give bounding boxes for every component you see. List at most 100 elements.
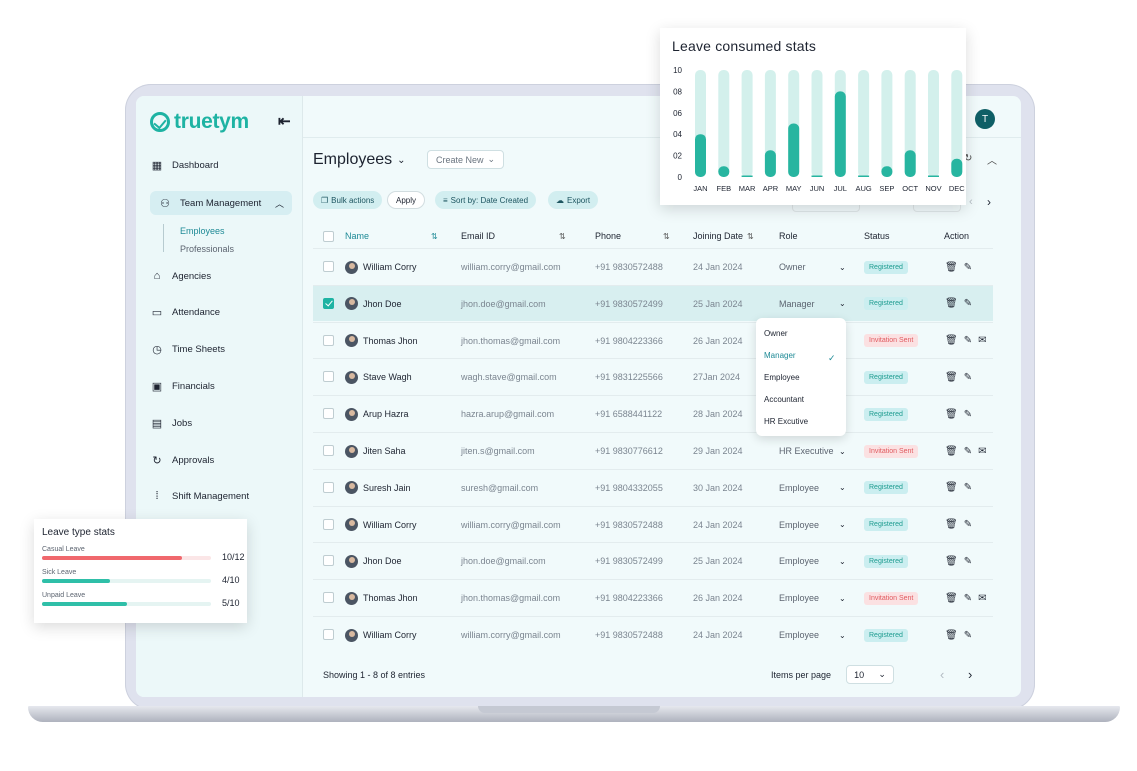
action-cell: 🗑 ✎: [945, 286, 972, 322]
role-select[interactable]: Owner ⌄: [779, 249, 849, 285]
role-select[interactable]: Employee ⌄: [779, 580, 849, 616]
role-option-accountant[interactable]: Accountant: [764, 395, 805, 404]
page-title[interactable]: Employees ⌄: [313, 151, 406, 169]
edit-icon[interactable]: ✎: [963, 261, 973, 273]
prev-page-icon[interactable]: ‹: [940, 667, 945, 682]
role-option-manager[interactable]: Manager: [764, 351, 796, 360]
avatar: [345, 554, 358, 568]
trash-icon[interactable]: 🗑: [945, 408, 958, 420]
sidebar-subitem-employees[interactable]: Employees: [180, 226, 225, 236]
apply-button[interactable]: Apply: [387, 191, 426, 209]
column-header-phone[interactable]: Phone ⇅: [595, 231, 670, 241]
row-checkbox[interactable]: [323, 555, 334, 567]
row-checkbox[interactable]: [323, 592, 334, 604]
trash-icon[interactable]: 🗑: [945, 519, 958, 531]
edit-icon[interactable]: ✎: [963, 408, 973, 420]
resend-mail-icon[interactable]: ✉: [978, 445, 987, 457]
sidebar-item-financials[interactable]: ▣ Financials: [150, 374, 215, 398]
sidebar-item-dashboard[interactable]: ▦ Dashboard: [150, 153, 219, 177]
sidebar-item-team-management[interactable]: ⚇ Team Management ︿: [150, 191, 292, 215]
table-row[interactable]: Suresh Jain suresh@gmail.com +91 980433205…: [313, 468, 993, 506]
create-new-dropdown[interactable]: Create New ⌄: [427, 150, 505, 169]
resend-mail-icon[interactable]: ✉: [978, 335, 987, 347]
select-all-checkbox[interactable]: [323, 231, 334, 242]
joining-date-cell: 27Jan 2024: [693, 372, 741, 383]
edit-icon[interactable]: ✎: [963, 335, 973, 347]
trash-icon[interactable]: 🗑: [945, 261, 958, 273]
edit-icon[interactable]: ✎: [963, 519, 973, 531]
y-tick-label: 08: [673, 87, 682, 96]
table-row[interactable]: Stave Wagh wagh.stave@gmail.com +91 983122…: [313, 358, 993, 394]
table-row[interactable]: William Corry william.corry@gmail.com +91 …: [313, 616, 993, 652]
chevron-left-icon[interactable]: ‹: [969, 196, 973, 208]
row-checkbox[interactable]: [323, 481, 334, 493]
edit-icon[interactable]: ✎: [963, 371, 973, 383]
sidebar-item-time-sheets[interactable]: ◷ Time Sheets: [150, 337, 225, 361]
sidebar-subitem-professionals[interactable]: Professionals: [180, 244, 235, 254]
row-checkbox[interactable]: [323, 629, 334, 640]
table-row[interactable]: William Corry william.corry@gmail.com +91 …: [313, 505, 993, 543]
edit-icon[interactable]: ✎: [963, 555, 973, 567]
table-row[interactable]: William Corry william.corry@gmail.com +91 …: [313, 248, 993, 284]
sidebar-item-jobs[interactable]: ▤ Jobs: [150, 411, 192, 435]
sidebar-item-attendance[interactable]: ▭ Attendance: [150, 300, 220, 324]
edit-icon[interactable]: ✎: [963, 298, 973, 310]
trash-icon[interactable]: 🗑: [945, 629, 958, 641]
role-option-owner[interactable]: Owner: [764, 329, 788, 338]
status-badge: Registered: [864, 260, 908, 274]
trash-icon[interactable]: 🗑: [945, 482, 958, 494]
table-row[interactable]: Thomas Jhon jhon.thomas@gmail.com +91 9804…: [313, 579, 993, 615]
column-header-name[interactable]: Name ⇅: [345, 231, 438, 241]
trash-icon[interactable]: 🗑: [945, 555, 958, 567]
column-header-email[interactable]: Email ID ⇅: [461, 231, 566, 241]
sidebar-item-agencies[interactable]: ⌂ Agencies: [150, 264, 211, 288]
row-checkbox[interactable]: [323, 297, 334, 309]
refresh-icon[interactable]: ↻: [964, 153, 973, 164]
collapse-sidebar-icon[interactable]: ⇤: [278, 113, 291, 130]
export-button[interactable]: ☁ Export: [548, 191, 599, 209]
edit-icon[interactable]: ✎: [963, 482, 973, 494]
table-row[interactable]: Jhon Doe jhon.doe@gmail.com +91 9830572499…: [313, 542, 993, 578]
chevron-right-icon[interactable]: ›: [987, 195, 991, 209]
row-checkbox[interactable]: [323, 445, 334, 456]
role-select[interactable]: HR Executive ⌄: [779, 433, 849, 469]
role-option-hr-executive[interactable]: HR Excutive: [764, 417, 809, 426]
table-row[interactable]: Jhon Doe jhon.doe@gmail.com +91 9830572499…: [313, 284, 993, 322]
trash-icon[interactable]: 🗑: [945, 298, 958, 310]
table-row[interactable]: Arup Hazra hazra.arup@gmail.com +91 658844…: [313, 395, 993, 431]
row-checkbox[interactable]: [323, 261, 334, 272]
table-row[interactable]: Thomas Jhon jhon.thomas@gmail.com +91 9804…: [313, 321, 993, 358]
logo[interactable]: truetym: [150, 110, 249, 134]
role-option-employee[interactable]: Employee: [764, 373, 800, 382]
row-checkbox[interactable]: [323, 408, 334, 420]
trash-icon[interactable]: 🗑: [945, 445, 958, 457]
role-select[interactable]: Employee ⌄: [779, 470, 849, 506]
sort-button[interactable]: ≡ Sort by: Date Created: [435, 191, 537, 209]
role-select[interactable]: Employee ⌄: [779, 617, 849, 653]
role-select[interactable]: Employee ⌄: [779, 543, 849, 579]
sidebar-item-approvals[interactable]: ↻ Approvals: [150, 448, 214, 472]
table-row[interactable]: Jiten Saha jiten.s@gmail.com +91 983077661…: [313, 432, 993, 468]
sidebar-item-shift-management[interactable]: ⁞ Shift Management: [150, 484, 249, 508]
user-avatar[interactable]: T: [975, 109, 995, 129]
role-select[interactable]: Manager ⌄: [779, 286, 849, 322]
next-page-icon[interactable]: ›: [968, 667, 973, 682]
row-checkbox[interactable]: [323, 371, 334, 383]
role-select[interactable]: Employee ⌄: [779, 507, 849, 543]
items-per-page-select[interactable]: 10 ⌄: [846, 665, 894, 684]
edit-icon[interactable]: ✎: [963, 592, 973, 604]
chevron-up-icon[interactable]: ︿: [987, 156, 997, 167]
column-header-joining-date[interactable]: Joining Date ⇅: [693, 231, 754, 241]
phone-cell: +91 9831225566: [595, 372, 663, 383]
leave-type-label: Sick Leave: [42, 569, 77, 576]
trash-icon[interactable]: 🗑: [945, 335, 958, 347]
table-header: Name ⇅ Email ID ⇅ Phone ⇅ Joining Date ⇅…: [313, 226, 993, 248]
edit-icon[interactable]: ✎: [963, 445, 973, 457]
bulk-actions-button[interactable]: ❐ Bulk actions: [313, 191, 383, 209]
edit-icon[interactable]: ✎: [963, 629, 973, 641]
row-checkbox[interactable]: [323, 518, 334, 530]
row-checkbox[interactable]: [323, 334, 334, 346]
trash-icon[interactable]: 🗑: [945, 371, 958, 383]
resend-mail-icon[interactable]: ✉: [978, 592, 987, 604]
trash-icon[interactable]: 🗑: [945, 592, 958, 604]
